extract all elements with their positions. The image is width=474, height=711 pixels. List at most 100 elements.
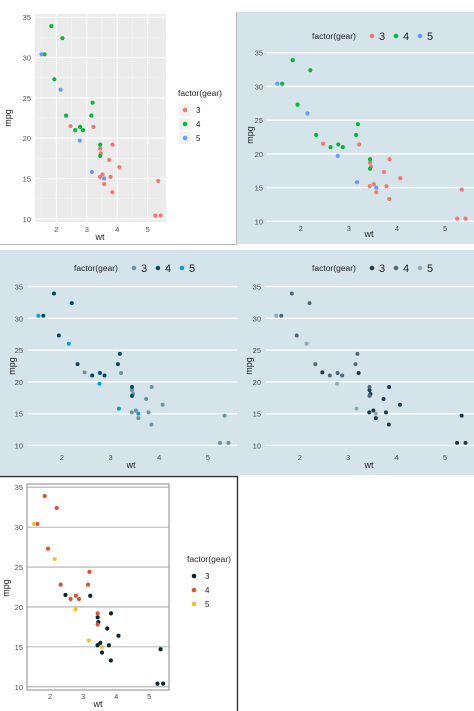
- panel-4-data-point: [274, 313, 279, 318]
- panel-2-legend-label: 4: [403, 31, 409, 43]
- panel-4-data-point: [463, 440, 468, 445]
- panel-3-y-tick-label: 10: [15, 441, 23, 450]
- panel-3-legend-marker: [155, 265, 161, 271]
- panel-2-data-point: [367, 160, 373, 165]
- panel-3-data-point: [97, 381, 102, 386]
- panel-4-data-point: [367, 410, 372, 415]
- panel-1-x-tick-label: 2: [54, 225, 58, 234]
- panel-2-x-tick-label: 2: [299, 224, 303, 233]
- panel-1-data-point: [77, 138, 82, 143]
- panel-4-y-tick-label: 30: [253, 314, 261, 323]
- panel-1-data-point: [102, 182, 107, 187]
- panel-2-x-tick-label: 5: [443, 224, 447, 233]
- panel-1-data-point: [89, 113, 94, 118]
- panel-5-data-point: [105, 626, 110, 631]
- panel-4-y-tick-label: 35: [253, 283, 261, 292]
- panel-2-y-tick-label: 25: [255, 116, 263, 125]
- panel-4-data-point: [279, 313, 284, 318]
- panel-4-data-point: [373, 411, 378, 416]
- panel-3-y-tick-label: 15: [15, 410, 23, 419]
- panel-4-data-point: [320, 370, 325, 375]
- panel-3-data-point: [130, 388, 135, 393]
- panel-4-y-tick-label: 25: [253, 346, 261, 355]
- panel-4-data-point: [386, 422, 391, 427]
- panel-1-data-point: [52, 77, 57, 82]
- panel-1-data-point: [90, 100, 95, 105]
- panel-1-data-point: [77, 124, 83, 129]
- panel-2-data-point: [459, 187, 464, 192]
- panel-3-data-point: [222, 413, 227, 418]
- panel-2-data-point: [305, 111, 310, 116]
- panel-3-data-point: [115, 362, 120, 367]
- panel-3-x-tick-label: 3: [109, 453, 113, 462]
- panel-1-data-point: [98, 153, 103, 158]
- panel-5-data-point: [54, 505, 59, 511]
- panel-2-y-tick-label: 20: [255, 150, 263, 159]
- panel-3-legend-marker: [179, 265, 185, 271]
- panel-5-legend-marker: [191, 601, 197, 607]
- panel-2-data-point: [367, 157, 373, 162]
- panel-2-data-point: [374, 190, 379, 195]
- panel-4-data-point: [335, 381, 340, 386]
- panel-5-data-point: [99, 644, 105, 649]
- panel-3-legend: factor(gear) 3 4 5: [74, 263, 195, 275]
- panel-4-legend: factor(gear) 3 4 5: [312, 263, 433, 275]
- panel-3-data-point: [52, 291, 57, 296]
- panel-4-data-point: [356, 370, 361, 375]
- panel-3-data-point: [41, 313, 46, 318]
- panel-2-data-point: [354, 180, 360, 185]
- panel-5-data-point: [42, 493, 47, 499]
- panel-1-legend-marker: [182, 135, 188, 141]
- panel-2-legend-title: factor(gear): [312, 31, 356, 41]
- panel-1-data-point: [91, 124, 96, 129]
- panel-1-data-point: [110, 142, 115, 147]
- panel-4-legend-title: factor(gear): [312, 263, 356, 273]
- panel-2-y-tick-label: 30: [255, 82, 263, 91]
- panel-2-data-point: [367, 166, 373, 171]
- panel-3-legend-label: 3: [141, 263, 147, 275]
- panel-4-legend-marker: [393, 265, 399, 271]
- panel-4-legend-label: 3: [379, 263, 385, 275]
- panel-1-data-point: [102, 176, 107, 181]
- panel-3-data-point: [130, 384, 135, 389]
- panel-4-y-tick-label: 20: [253, 378, 261, 387]
- panel-4-data-point: [367, 384, 372, 389]
- panel-1-data-point: [49, 23, 54, 29]
- panel-5-y-tick-label: 25: [15, 563, 23, 572]
- panel-1-data-point: [73, 127, 78, 133]
- panel-2-y-tick-label: 10: [255, 217, 263, 226]
- panel-5-data-point: [87, 569, 92, 574]
- panel-1-y-tick-label: 25: [23, 94, 31, 103]
- panel-1-data-point: [39, 52, 44, 57]
- panel-3-data-point: [82, 370, 87, 375]
- panel-2-data-point: [355, 122, 361, 127]
- panel-1-y-tick-label: 15: [23, 174, 31, 183]
- panel-2-x-axis-label: wt: [364, 229, 374, 239]
- panel-2-data-point: [367, 184, 372, 189]
- panel-4-data-point: [313, 362, 318, 367]
- panel-4-data-point: [459, 413, 464, 418]
- panel-4-legend-label: 4: [403, 263, 409, 275]
- panel-5-data-point: [99, 650, 105, 655]
- panel-1-data-point: [158, 213, 163, 218]
- panel-5-x-tick-label: 2: [48, 692, 52, 701]
- panel-4-data-point: [381, 397, 386, 402]
- panel-5-data-point: [63, 592, 68, 598]
- panel-4-data-point: [455, 440, 460, 445]
- panel-3-data-point: [133, 408, 138, 413]
- panel-5-legend-label: 5: [205, 600, 210, 609]
- panel-4-data-point: [383, 410, 388, 415]
- panel-3-legend-title: factor(gear): [74, 263, 118, 273]
- panel-5-data-point: [73, 593, 78, 598]
- panel-1-data-point: [98, 142, 103, 147]
- panel-5-legend-marker: [191, 573, 197, 579]
- panel-5-data-point: [161, 681, 166, 686]
- panel-4-y-tick-label: 15: [253, 410, 261, 419]
- panel-3-y-tick-label: 20: [15, 378, 23, 387]
- panel-5-data-point: [155, 681, 160, 686]
- panel-1-x-tick-label: 4: [115, 225, 119, 234]
- panel-1-data-point: [80, 127, 86, 133]
- panel-3-y-axis-label: mpg: [7, 357, 17, 375]
- panel-5-data-point: [73, 607, 78, 612]
- panel-4-data-point: [307, 301, 312, 306]
